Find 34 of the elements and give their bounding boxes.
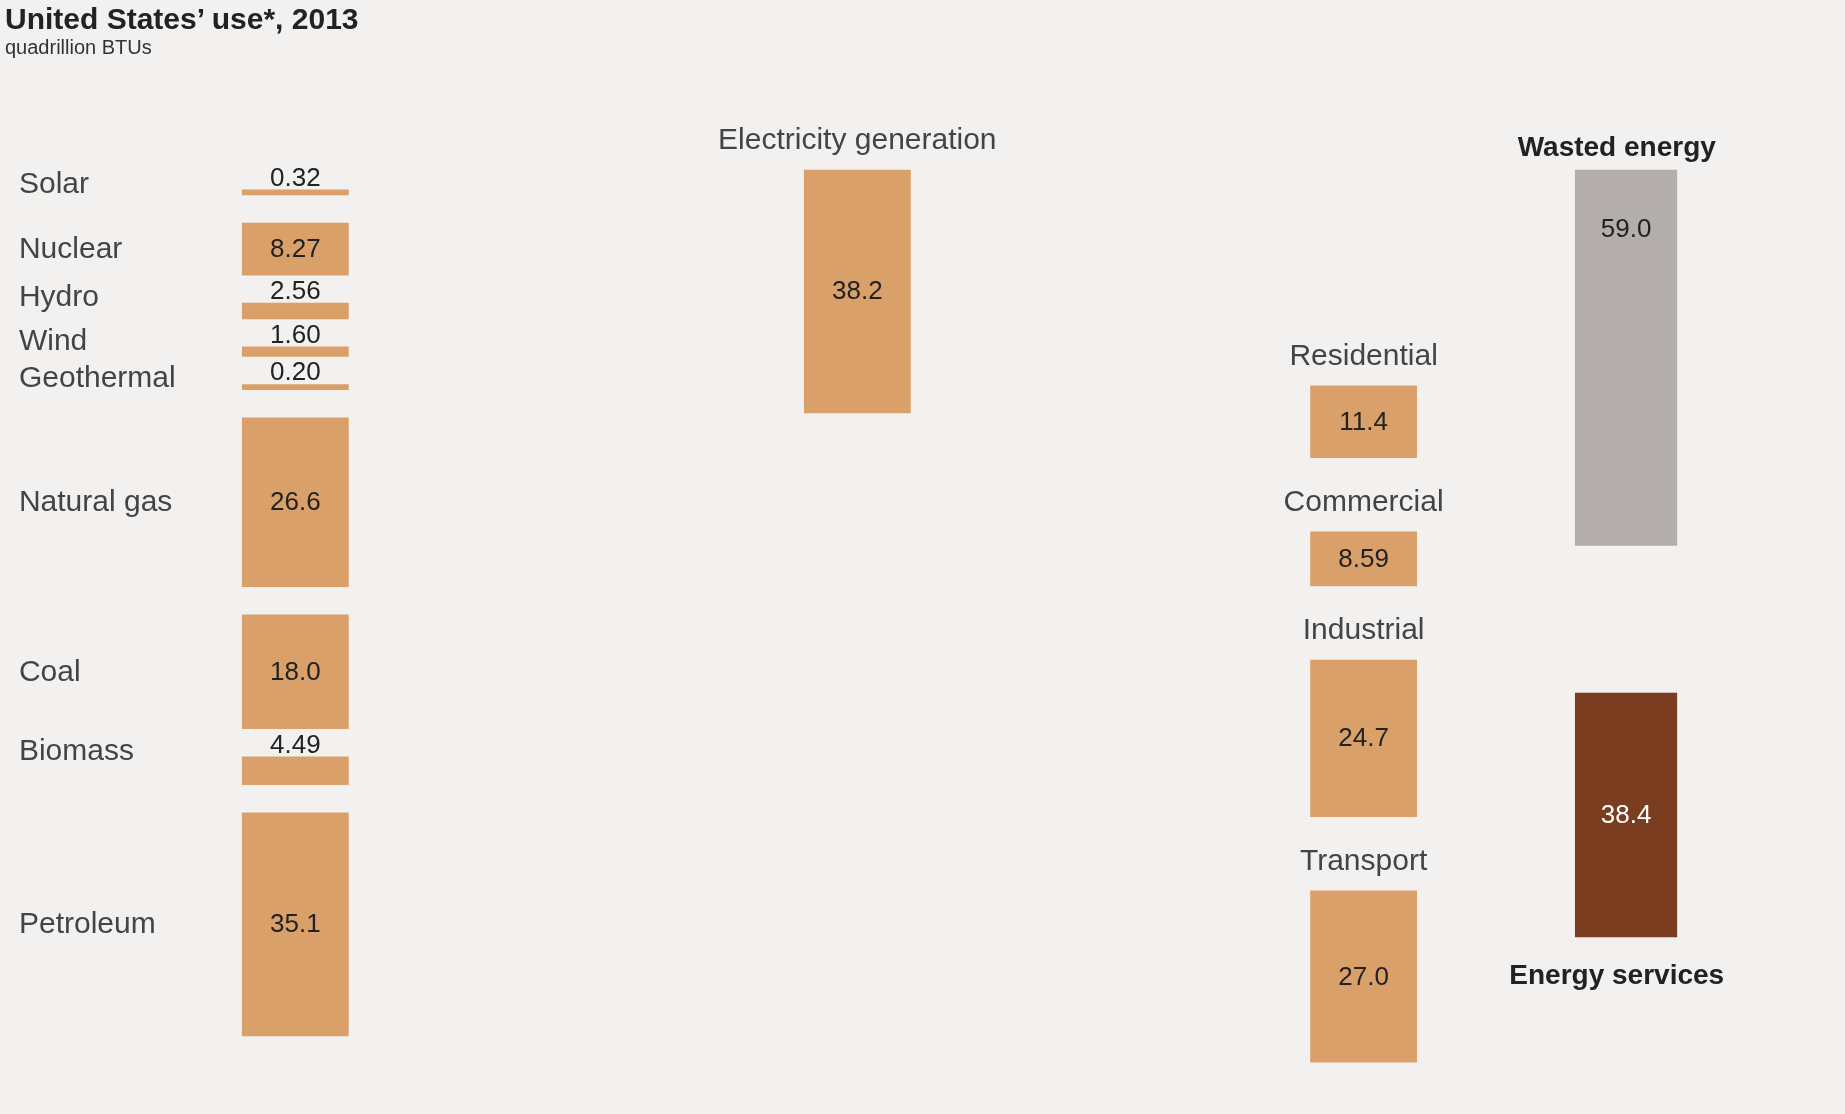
category-label: Wind: [18, 322, 88, 356]
category-label: Hydro: [18, 278, 99, 312]
data-label: 18.0: [270, 655, 321, 686]
data-label: 0.20: [270, 356, 321, 387]
text: quadrillion BTUs: [5, 36, 152, 58]
data-label: 35.1: [270, 908, 321, 939]
text: United States’ use*, 2013: [5, 2, 359, 35]
data-label: 11.4: [1339, 405, 1388, 436]
data-label: 4.49: [270, 728, 321, 759]
category-label: Electricity generation: [718, 122, 997, 156]
category-label: Wasted energy: [1517, 131, 1717, 163]
data-label: 24.7: [1338, 722, 1389, 753]
category-label: Energy services: [1509, 959, 1725, 991]
category-label: Solar: [18, 165, 89, 199]
data-label: 27.0: [1338, 960, 1389, 991]
category-label: Natural gas: [18, 484, 173, 518]
data-label: 0.32: [270, 161, 321, 192]
data-label: 1.60: [270, 318, 321, 349]
data-label: 8.59: [1338, 542, 1389, 573]
data-label: 38.4: [1600, 798, 1652, 829]
category-label: Petroleum: [18, 906, 156, 940]
category-label: Nuclear: [18, 231, 123, 265]
category-label: Industrial: [1302, 612, 1425, 646]
data-label: 8.27: [270, 233, 321, 264]
category-label: Coal: [18, 653, 81, 687]
category-label: Residential: [1289, 338, 1438, 371]
data-label: 38.2: [832, 275, 883, 306]
data-label: 2.56: [270, 275, 321, 306]
data-label: 59.0: [1600, 212, 1652, 243]
category-label: Geothermal: [18, 360, 176, 394]
data-label: 26.6: [270, 486, 321, 517]
category-label: Biomass: [18, 732, 134, 766]
category-label: Commercial: [1283, 484, 1444, 518]
category-label: Transport: [1299, 843, 1428, 877]
